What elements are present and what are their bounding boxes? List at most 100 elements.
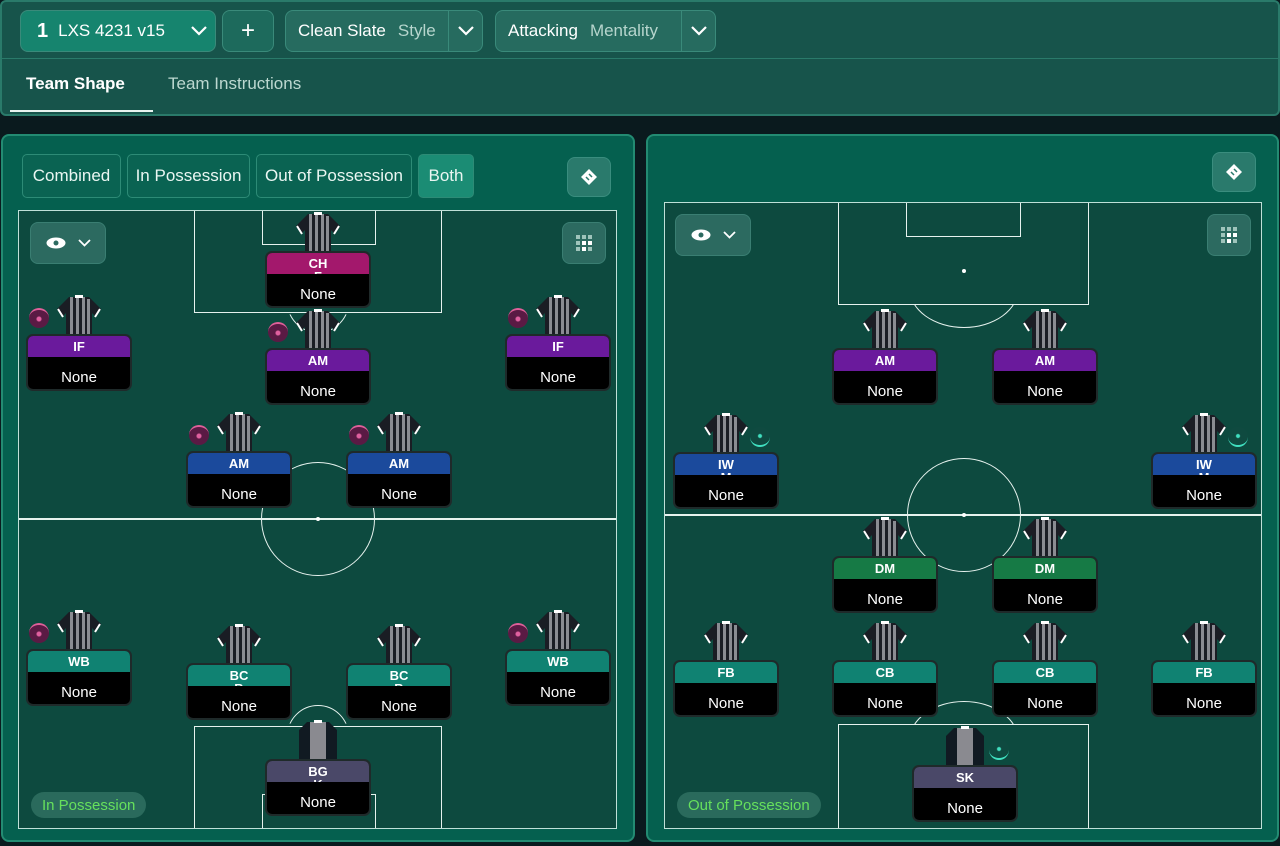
player-name: None (708, 487, 744, 504)
grid-icon (576, 235, 592, 251)
role-strip: FB (1153, 662, 1255, 683)
role-duty-icon (349, 425, 369, 445)
role-duty-icon (29, 308, 49, 328)
center-circle (907, 458, 1021, 572)
shirt-icon (860, 621, 910, 663)
player-name: None (381, 698, 417, 715)
role-label: AM (388, 456, 410, 471)
player-name: None (867, 591, 903, 608)
tab-team-instructions[interactable]: Team Instructions (168, 74, 302, 93)
shirt-icon (940, 726, 990, 768)
grid-view-button[interactable] (562, 222, 606, 264)
role-duty-icon (29, 623, 49, 643)
out-of-possession-player-card[interactable]: FB None (1151, 660, 1257, 717)
shirt-icon (293, 212, 343, 254)
tactic-board-button[interactable] (1212, 152, 1256, 192)
grid-icon (1221, 227, 1237, 243)
in-possession-player-card[interactable]: CHF None (265, 251, 371, 308)
out-of-possession-player-card[interactable]: IWM None (673, 452, 779, 509)
role-label: IF (552, 339, 564, 354)
in-possession-player-card[interactable]: AM None (346, 451, 452, 508)
out-of-possession-player-card[interactable]: CB None (832, 660, 938, 717)
chevron-down-icon[interactable] (681, 11, 715, 51)
add-tactic-button[interactable]: + (222, 10, 274, 52)
out-of-possession-player-card[interactable]: IWM None (1151, 452, 1257, 509)
view-combined-button[interactable]: Combined (22, 154, 121, 198)
tactic-selector[interactable]: 1 LXS 4231 v15 (20, 10, 216, 52)
in-possession-player-card[interactable]: BCB None (186, 663, 292, 720)
visibility-dropdown[interactable] (675, 214, 751, 256)
tactic-board-button[interactable] (567, 157, 611, 197)
role-strip: CB (834, 662, 936, 683)
style-label: Style (397, 21, 436, 40)
tab-team-shape[interactable]: Team Shape (26, 74, 125, 93)
out-of-possession-player-card[interactable]: FB None (673, 660, 779, 717)
role-label: DM (1034, 561, 1056, 576)
shirt-icon (214, 624, 264, 666)
role-label: IWM (718, 457, 734, 475)
shirt-icon (214, 412, 264, 454)
out-of-possession-player-card[interactable]: SK None (912, 765, 1018, 822)
role-strip: CB (994, 662, 1096, 683)
in-possession-player-card[interactable]: AM None (186, 451, 292, 508)
grid-view-button[interactable] (1207, 214, 1251, 256)
eye-icon (691, 229, 710, 241)
role-label: BCB (229, 668, 249, 686)
player-name: None (61, 684, 97, 701)
in-possession-player-card[interactable]: WB None (26, 649, 132, 706)
out-of-possession-player-card[interactable]: CB None (992, 660, 1098, 717)
role-strip: AM (267, 350, 369, 371)
role-duty-icon (189, 425, 209, 445)
shirt-icon (54, 295, 104, 337)
player-name: None (1186, 487, 1222, 504)
role-label: CHF (308, 256, 328, 274)
role-strip: AM (348, 453, 450, 474)
chevron-down-icon (191, 26, 207, 36)
out-of-possession-player-card[interactable]: AM None (832, 348, 938, 405)
out-of-possession-player-card[interactable]: DM None (832, 556, 938, 613)
role-strip: SK (914, 767, 1016, 788)
shirt-icon (533, 610, 583, 652)
out-of-possession-player-card[interactable]: AM None (992, 348, 1098, 405)
style-dropdown[interactable]: Clean Slate Style (285, 10, 483, 52)
out-of-possession-pitch: Out of Possession (664, 202, 1262, 829)
center-spot (316, 517, 320, 521)
role-strip: DM (994, 558, 1096, 579)
view-out-of-possession-button[interactable]: Out of Possession (256, 154, 412, 198)
player-name: None (867, 695, 903, 712)
out-of-possession-player-card[interactable]: DM None (992, 556, 1098, 613)
role-duty-icon (268, 322, 288, 342)
view-both-button[interactable]: Both (418, 154, 474, 198)
player-name: None (221, 486, 257, 503)
in-possession-player-card[interactable]: IF None (26, 334, 132, 391)
mentality-dropdown[interactable]: Attacking Mentality (495, 10, 716, 52)
role-strip: WB (507, 651, 609, 672)
tactic-name: LXS 4231 v15 (58, 21, 165, 40)
role-strip: BGK (267, 761, 369, 782)
role-strip: FB (675, 662, 777, 683)
chevron-down-icon[interactable] (448, 11, 482, 51)
mentality-value: Attacking (508, 21, 578, 40)
shirt-icon (860, 309, 910, 351)
role-strip: AM (834, 350, 936, 371)
player-name: None (1027, 695, 1063, 712)
player-name: None (1027, 383, 1063, 400)
role-strip: IF (507, 336, 609, 357)
role-strip: AM (188, 453, 290, 474)
in-possession-player-card[interactable]: BCB None (346, 663, 452, 720)
role-duty-icon (750, 427, 770, 447)
eye-icon (46, 237, 65, 249)
in-possession-player-card[interactable]: WB None (505, 649, 611, 706)
role-duty-icon (508, 308, 528, 328)
in-possession-player-card[interactable]: AM None (265, 348, 371, 405)
divider (2, 58, 1278, 59)
player-name: None (1027, 591, 1063, 608)
view-in-possession-button[interactable]: In Possession (127, 154, 250, 198)
shirt-icon (1179, 413, 1229, 455)
shirt-icon (701, 621, 751, 663)
role-label: AM (307, 353, 329, 368)
in-possession-player-card[interactable]: IF None (505, 334, 611, 391)
role-label: WB (547, 654, 569, 669)
visibility-dropdown[interactable] (30, 222, 106, 264)
in-possession-player-card[interactable]: BGK None (265, 759, 371, 816)
